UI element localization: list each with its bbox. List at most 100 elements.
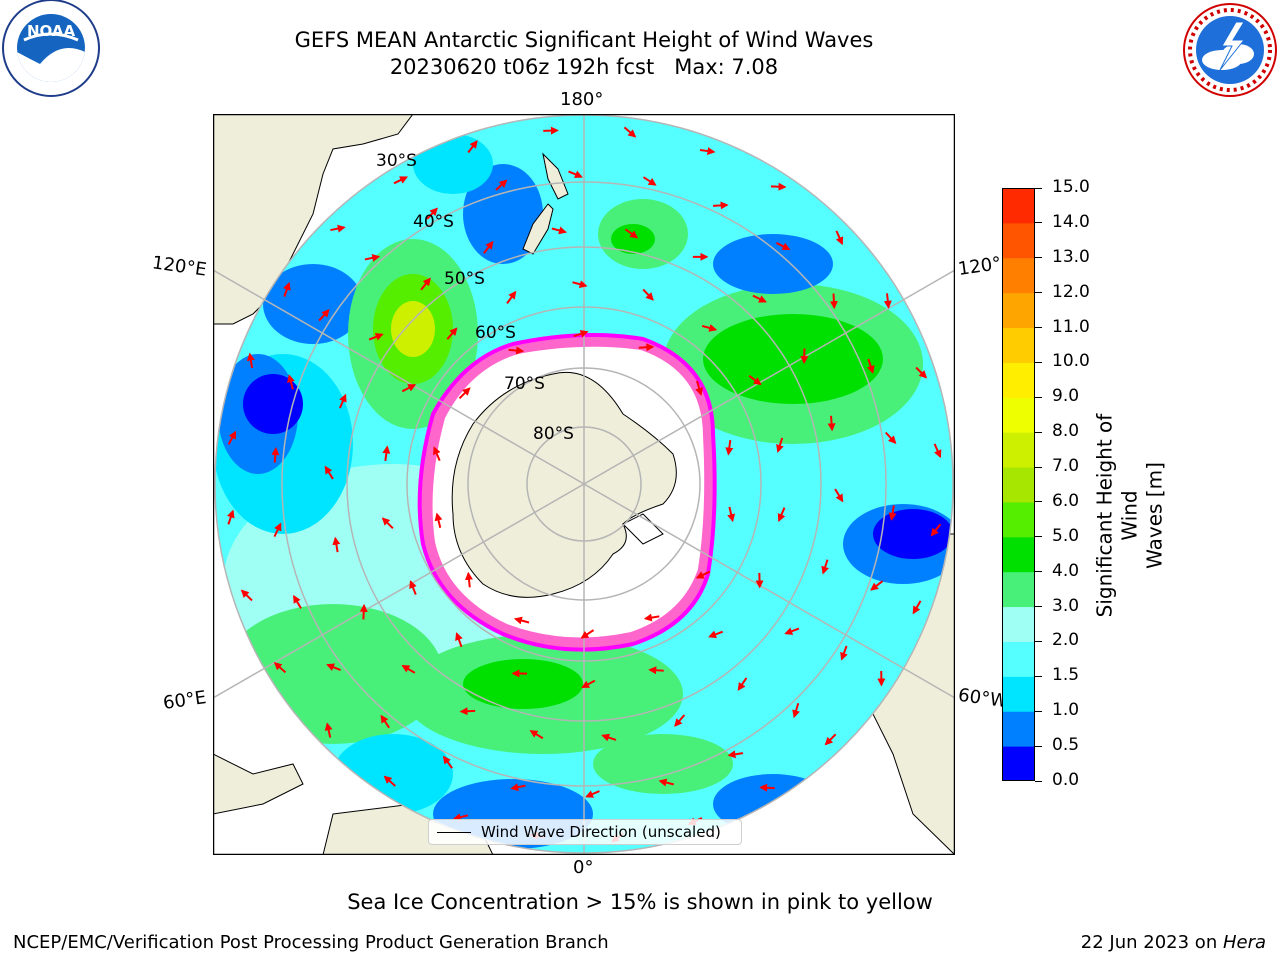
colorbar-tick-label: 7.0 [1052, 456, 1080, 477]
wind-wave-arrow [467, 140, 478, 154]
lon-label-120w: 120° [956, 253, 1003, 280]
lat-label-60s: 60°S [475, 323, 516, 343]
wind-wave-arrow [885, 431, 897, 444]
wind-wave-arrow [585, 790, 600, 798]
wind-wave-arrow [658, 778, 674, 787]
wind-wave-arrow [642, 288, 654, 301]
colorbar-tick-mark [1035, 571, 1042, 573]
colorbar-tick-label: 4.0 [1052, 560, 1080, 581]
colorbar-tick-mark [1035, 710, 1042, 712]
wind-wave-arrows [227, 126, 942, 843]
wind-wave-arrow [580, 629, 595, 639]
credit-date-text: 22 Jun 2023 on [1080, 932, 1223, 953]
credit-branch: NCEP/EMC/Verification Post Processing Pr… [13, 932, 609, 953]
colorbar-tick-label: 3.0 [1052, 595, 1080, 616]
wind-wave-arrow [712, 201, 729, 210]
colorbar-tick-mark [1035, 327, 1042, 329]
wind-wave-arrow [933, 443, 942, 459]
wind-wave-arrow [642, 176, 657, 186]
wind-wave-arrow [227, 430, 237, 445]
wind-wave-arrow [465, 571, 473, 588]
lon-label-180: 180° [560, 89, 604, 110]
colorbar-swatch [1002, 467, 1035, 503]
wind-wave-arrow [455, 632, 463, 648]
wind-wave-arrow [784, 627, 800, 635]
wind-wave-arrow [776, 437, 784, 453]
colorbar-swatch [1002, 746, 1035, 781]
wind-wave-arrow [866, 358, 875, 374]
colorbar-swatch [1002, 641, 1035, 677]
colorbar-tick-label: 1.5 [1052, 665, 1080, 686]
wind-wave-arrow [883, 293, 892, 309]
wind-wave-arrow [446, 327, 458, 340]
colorbar-tick-mark [1035, 466, 1042, 468]
sea-ice-note: Sea Ice Concentration > 15% is shown in … [347, 890, 933, 914]
wind-wave-arrow [792, 702, 800, 719]
wind-wave-arrow [551, 226, 567, 235]
wind-wave-arrow [287, 374, 295, 390]
antarctica [451, 371, 677, 598]
colorbar-tick-mark [1035, 222, 1042, 224]
map-legend: Wind Wave Direction (unscaled) [428, 819, 742, 845]
lon-label-60e: 60°E [161, 687, 208, 714]
colorbar-swatch [1002, 501, 1035, 538]
wind-wave-arrow [572, 280, 588, 289]
wind-wave-arrow [426, 207, 438, 220]
wind-wave-arrow [368, 333, 384, 341]
wind-wave-arrow [442, 755, 453, 769]
wind-wave-arrow [382, 445, 391, 461]
wind-wave-arrow [433, 446, 441, 462]
lat-label-40s: 40°S [413, 212, 454, 232]
wind-wave-arrow [748, 374, 762, 386]
wind-wave-arrow [401, 664, 416, 674]
lat-label-50s: 50°S [444, 269, 485, 289]
colorbar-tick-mark [1035, 536, 1042, 538]
wind-wave-arrow [695, 570, 711, 579]
colorbar-tick-label: 11.0 [1052, 316, 1090, 337]
wind-wave-arrow [271, 447, 280, 463]
colorbar-tick-label: 8.0 [1052, 421, 1080, 442]
wind-wave-arrow [708, 630, 724, 639]
wind-wave-arrow [834, 488, 844, 503]
wind-wave-arrow [840, 645, 848, 661]
wind-wave-arrow [870, 580, 884, 591]
wind-wave-arrow [915, 366, 928, 379]
wind-wave-arrow [770, 182, 787, 191]
wind-wave-arrow [737, 677, 748, 691]
wind-wave-arrow [821, 559, 829, 575]
wind-wave-arrow [293, 594, 302, 609]
antarctic-wave-map [213, 114, 955, 855]
credit-host: Hera [1222, 932, 1266, 953]
colorbar-tick-label: 1.0 [1052, 700, 1080, 721]
wind-wave-arrow [332, 536, 341, 553]
wind-wave-arrow [727, 750, 744, 759]
wind-wave-arrow [727, 506, 736, 523]
wind-wave-arrow [434, 512, 443, 528]
colorbar-swatch [1002, 222, 1035, 259]
wind-wave-arrow [506, 290, 517, 304]
wind-wave-arrow [912, 600, 922, 615]
legend-label: Wind Wave Direction (unscaled) [481, 823, 721, 841]
wind-wave-arrow [393, 176, 408, 185]
map-title-line-2: 20230620 t06z 192h fcst Max: 7.08 [389, 55, 779, 79]
colorbar-tick-label: 0.0 [1052, 770, 1080, 790]
wind-wave-arrow [623, 126, 637, 138]
wind-wave-arrow [420, 277, 431, 291]
wind-wave-arrow [776, 242, 791, 251]
wind-wave-arrow [383, 775, 396, 787]
wind-wave-arrow [674, 714, 686, 727]
wind-wave-arrow [380, 714, 390, 729]
wind-wave-arrow [824, 733, 837, 746]
wind-wave-arrow [573, 330, 589, 338]
wind-wave-arrow [330, 224, 346, 233]
colorbar-tick-mark [1035, 257, 1042, 259]
colorbar-tick-mark [1035, 396, 1042, 398]
wind-wave-arrow [273, 522, 282, 538]
wind-wave-arrow [364, 254, 381, 262]
wind-wave-arrow [381, 517, 394, 530]
wind-wave-arrow [752, 294, 767, 303]
wind-wave-arrow [283, 281, 291, 297]
colorbar-swatch [1002, 362, 1035, 398]
lat-label-70s: 70°S [504, 374, 545, 394]
colorbar-swatch [1002, 188, 1035, 224]
